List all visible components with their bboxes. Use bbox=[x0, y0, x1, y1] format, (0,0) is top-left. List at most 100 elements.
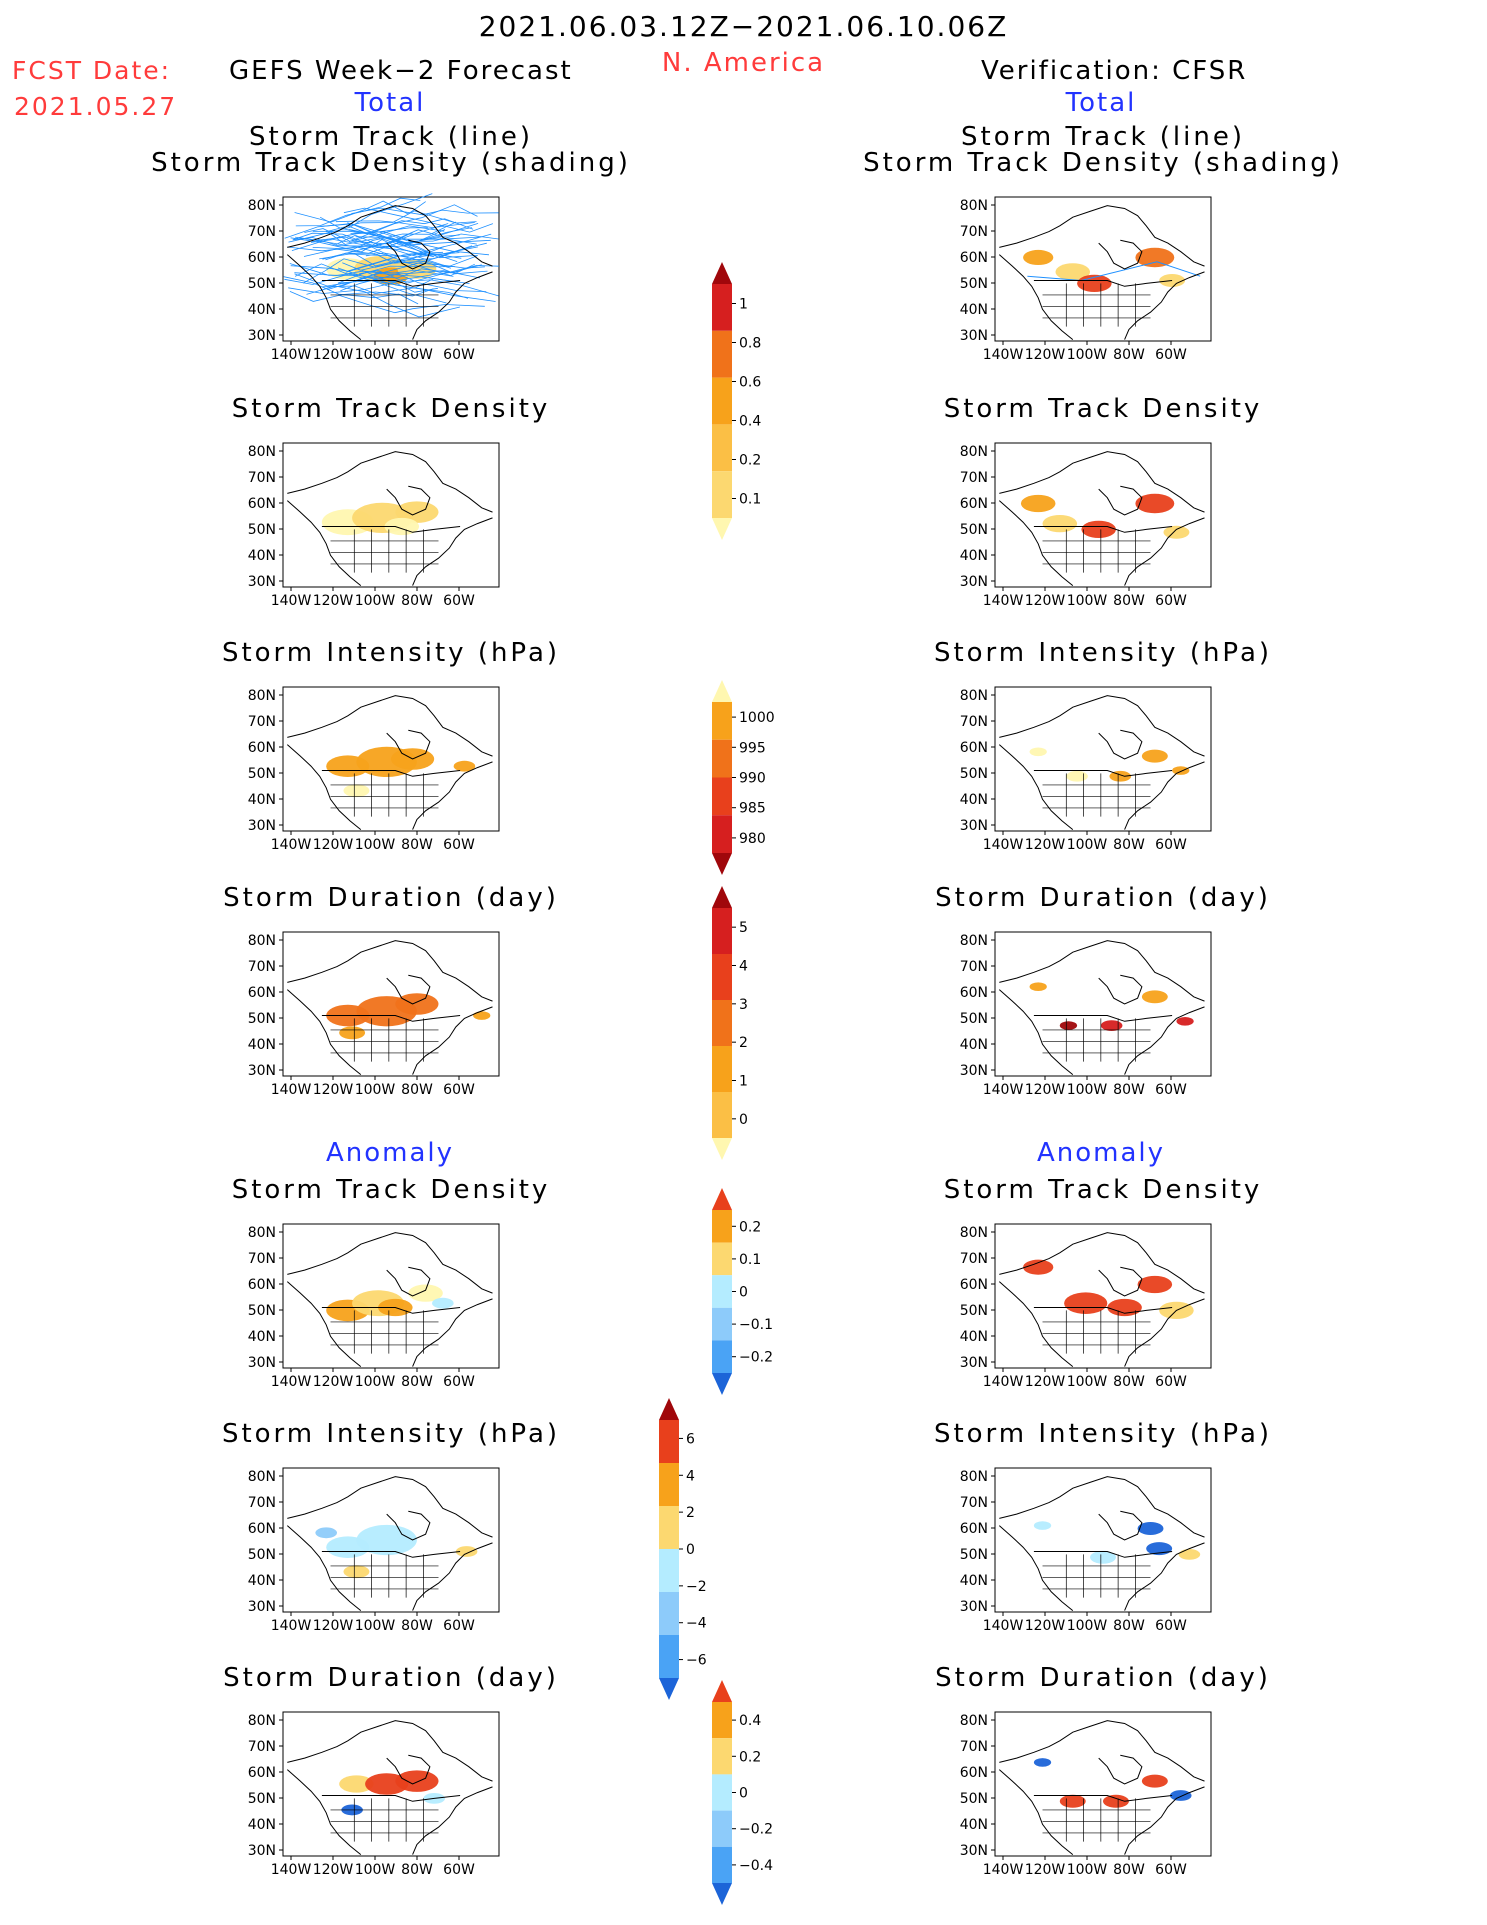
coastline bbox=[1098, 1510, 1143, 1541]
colorbar-tick-label: −2 bbox=[686, 1579, 707, 1595]
lat-tick-label: 80N bbox=[248, 1225, 276, 1241]
lat-tick-label: 50N bbox=[248, 522, 276, 538]
shading-patch bbox=[1064, 1292, 1108, 1314]
colorbar: 5 4 3 2 1 0 bbox=[712, 886, 748, 1160]
colorbar-tick-label: −4 bbox=[686, 1616, 707, 1632]
colorbar-segment bbox=[712, 1242, 732, 1276]
coastline bbox=[1033, 1015, 1173, 1022]
lon-tick-label: 100W bbox=[1067, 1862, 1108, 1878]
lat-tick-label: 30N bbox=[248, 1063, 276, 1079]
lat-tick-label: 30N bbox=[960, 328, 988, 344]
lat-tick-label: 40N bbox=[248, 1573, 276, 1589]
lat-tick-label: 60N bbox=[248, 496, 276, 512]
lat-tick-label: 40N bbox=[248, 1817, 276, 1833]
storm-track-line bbox=[283, 276, 419, 305]
shading-patch bbox=[455, 1546, 478, 1557]
map-panel: 80N 70N 60N 50N 40N 30N 140W 120W 100W 80W 60W bbox=[960, 1711, 1212, 1878]
colorbar-tick-label: 0.4 bbox=[739, 414, 761, 430]
coastline bbox=[412, 1298, 493, 1367]
lon-tick-label: 100W bbox=[355, 1618, 396, 1634]
colorbar-tick-label: 985 bbox=[739, 801, 766, 817]
storm-track-line bbox=[346, 218, 474, 234]
lon-tick-label: 80W bbox=[1113, 837, 1145, 853]
colorbar-segment bbox=[712, 1846, 732, 1883]
fcst-label: FCST Date: bbox=[12, 56, 172, 85]
colorbar-tick-label: 0 bbox=[739, 1786, 748, 1802]
panel-title: Storm Duration (day) bbox=[223, 1663, 559, 1693]
lon-tick-label: 120W bbox=[1025, 837, 1066, 853]
lat-tick-label: 40N bbox=[960, 302, 988, 318]
coastline bbox=[321, 1795, 461, 1802]
lat-tick-label: 30N bbox=[248, 818, 276, 834]
coastline bbox=[386, 1754, 431, 1785]
lon-tick-label: 80W bbox=[401, 1862, 433, 1878]
right-total-label: Total bbox=[1065, 88, 1137, 118]
lat-tick-label: 50N bbox=[960, 1011, 988, 1027]
colorbar-segment bbox=[712, 262, 732, 284]
storm-track-line bbox=[306, 285, 460, 318]
colorbar-tick-label: 4 bbox=[686, 1468, 695, 1484]
colorbar-segment bbox=[712, 1188, 732, 1210]
shading-patch bbox=[339, 1775, 374, 1793]
shading-patch bbox=[1042, 515, 1078, 533]
lon-tick-label: 120W bbox=[1025, 347, 1066, 363]
coastline bbox=[1098, 239, 1143, 270]
left-anomaly-label: Anomaly bbox=[325, 1138, 455, 1168]
lon-tick-label: 60W bbox=[443, 1862, 475, 1878]
shading-patch bbox=[315, 1527, 337, 1539]
lat-tick-label: 50N bbox=[960, 1791, 988, 1807]
storm-track-line bbox=[284, 271, 459, 285]
shading-patch bbox=[1137, 1522, 1164, 1535]
coastline bbox=[287, 1476, 493, 1538]
shading-patch bbox=[1029, 982, 1047, 992]
shading-patch bbox=[395, 1770, 439, 1792]
lon-tick-label: 80W bbox=[1113, 593, 1145, 609]
colorbar-tick-label: −0.2 bbox=[739, 1350, 773, 1366]
coastline bbox=[286, 744, 362, 830]
coastline bbox=[1124, 271, 1205, 340]
lon-tick-label: 100W bbox=[1067, 1618, 1108, 1634]
colorbar-segment bbox=[712, 377, 732, 425]
panel-title: Storm Duration (day) bbox=[935, 1663, 1271, 1693]
colorbar-segment bbox=[659, 1463, 679, 1506]
coastline bbox=[286, 1525, 362, 1611]
right-column-title: Verification: CFSR bbox=[981, 56, 1248, 86]
shading-patch bbox=[473, 1011, 491, 1020]
lon-tick-label: 60W bbox=[1155, 837, 1187, 853]
map-frame-group: 80N 70N 60N 50N 40N 30N 140W 120W 100W 80W 60W bbox=[248, 193, 500, 363]
lon-tick-label: 120W bbox=[313, 1082, 354, 1098]
colorbar-tick-label: 0.2 bbox=[739, 453, 761, 469]
lat-tick-label: 80N bbox=[248, 444, 276, 460]
colorbar-segment bbox=[712, 1373, 732, 1395]
map-frame-group: 80N 70N 60N 50N 40N 30N 140W 120W 100W 80W 60W bbox=[248, 442, 500, 609]
panel-title: Storm Track Density (shading) bbox=[151, 148, 631, 178]
shading-patch bbox=[408, 1284, 443, 1302]
lat-tick-label: 50N bbox=[248, 1011, 276, 1027]
lat-tick-label: 80N bbox=[960, 198, 988, 214]
lat-tick-label: 80N bbox=[960, 1713, 988, 1729]
colorbar-segment bbox=[712, 1092, 732, 1138]
storm-track-line bbox=[359, 265, 499, 284]
lon-tick-label: 100W bbox=[1067, 347, 1108, 363]
coastline bbox=[321, 1551, 461, 1558]
colorbar-tick-label: 0.2 bbox=[739, 1749, 761, 1765]
lat-tick-label: 30N bbox=[248, 574, 276, 590]
lon-tick-label: 80W bbox=[401, 1082, 433, 1098]
lat-tick-label: 50N bbox=[960, 766, 988, 782]
storm-track-line bbox=[351, 207, 499, 216]
coastline bbox=[412, 1786, 493, 1855]
panel-title: Storm Track Density bbox=[943, 394, 1263, 424]
lon-tick-label: 60W bbox=[1155, 347, 1187, 363]
lon-tick-label: 80W bbox=[401, 347, 433, 363]
lon-tick-label: 80W bbox=[1113, 347, 1145, 363]
shading-patch bbox=[1141, 1774, 1168, 1788]
map-frame bbox=[994, 1223, 1212, 1369]
panel-title: Storm Track (line) bbox=[249, 122, 533, 152]
panel-title: Storm Track Density bbox=[231, 394, 551, 424]
storm-track-line bbox=[335, 234, 477, 268]
fcst-date: 2021.05.27 bbox=[14, 92, 178, 121]
lon-tick-label: 100W bbox=[355, 1082, 396, 1098]
coastline bbox=[321, 526, 461, 533]
colorbar-segment bbox=[712, 815, 732, 853]
lat-tick-label: 60N bbox=[960, 740, 988, 756]
